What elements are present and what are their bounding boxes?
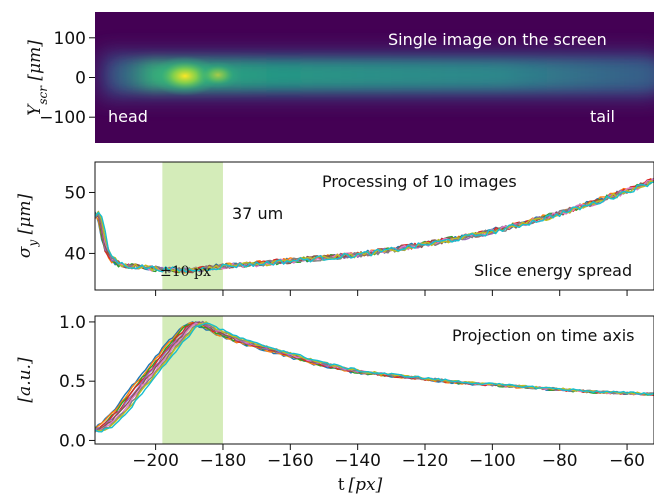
x-tick-label: −180 xyxy=(200,451,247,471)
top-y-axis: 100 0 −100 xyxy=(39,29,95,128)
series-line xyxy=(95,181,654,273)
beam-body xyxy=(108,60,654,90)
projection-y-axis-label: [a.u.] xyxy=(15,357,35,403)
series-line xyxy=(95,322,654,433)
sigma-title: Processing of 10 images xyxy=(322,172,517,191)
sigma-y-axis-label: σy [μm] xyxy=(15,194,40,259)
sigma-frame xyxy=(94,161,654,291)
x-tick-label: −200 xyxy=(132,451,179,471)
sigma-subtitle: Slice energy spread xyxy=(474,261,632,280)
sigma-series xyxy=(95,177,654,274)
x-tick-label: −60 xyxy=(609,451,645,471)
y-tick-label: 40 xyxy=(64,244,86,264)
y-tick-label: 0.5 xyxy=(59,372,86,392)
x-tick-label: −80 xyxy=(542,451,578,471)
heatmap-panel: Single image on the screen head tail 100… xyxy=(25,12,654,143)
heatmap-title: Single image on the screen xyxy=(388,30,607,49)
x-axis: −200 −180 −160 −140 −120 −100 −80 −60 xyxy=(132,290,645,471)
sigma-value-label: 37 um xyxy=(232,204,283,223)
sigma-panel: Processing of 10 images 37 um ±10 px Sli… xyxy=(15,161,654,291)
label-tail: tail xyxy=(590,107,615,126)
x-tick-label: −120 xyxy=(402,451,449,471)
sigma-y-axis: 40 50 xyxy=(64,183,95,264)
beam-core-secondary xyxy=(196,61,240,89)
y-tick-label: 0.0 xyxy=(59,431,86,451)
projection-panel: Projection on time axis 0.0 0.5 1.0 −200 −1… xyxy=(15,290,654,495)
projection-band xyxy=(162,316,223,444)
label-head: head xyxy=(108,107,148,126)
x-axis-label: t [px] xyxy=(338,475,383,495)
x-tick-label: −100 xyxy=(469,451,516,471)
sigma-band-label: ±10 px xyxy=(160,264,211,280)
projection-title: Projection on time axis xyxy=(452,326,635,345)
x-tick-label: −140 xyxy=(334,451,381,471)
projection-frame xyxy=(94,315,654,445)
y-tick-label: 0 xyxy=(75,69,86,89)
y-tick-label: 100 xyxy=(54,29,86,49)
top-y-axis-label: Yscr [μm] xyxy=(25,40,50,116)
projection-y-axis: 0.0 0.5 1.0 xyxy=(59,313,95,451)
x-tick-label: −160 xyxy=(267,451,314,471)
y-tick-label: 1.0 xyxy=(59,313,86,333)
y-tick-label: 50 xyxy=(64,183,86,203)
y-tick-label: −100 xyxy=(39,108,86,128)
projection-series xyxy=(95,320,654,433)
